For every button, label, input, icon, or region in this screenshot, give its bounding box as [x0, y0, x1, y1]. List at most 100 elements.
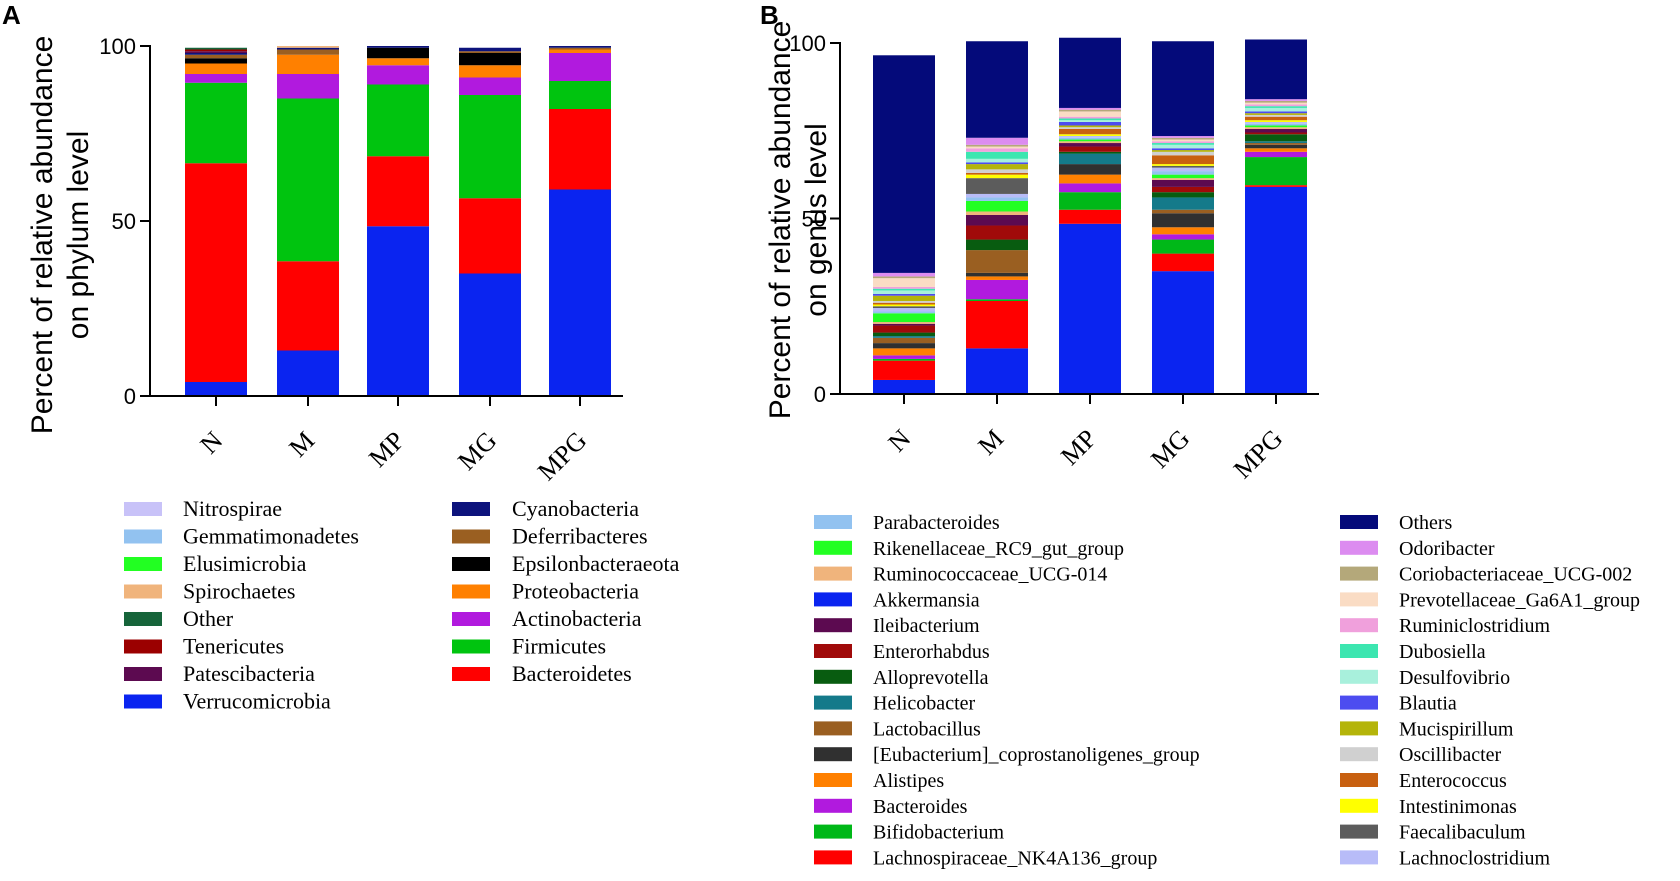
panel-b-legend-swatch	[814, 644, 852, 658]
panel-a-x-tick-label: M	[283, 426, 320, 463]
panel-a-bar-segment	[367, 156, 429, 227]
panel-a-bar-segment	[185, 63, 247, 74]
panel-b-bar-segment	[966, 178, 1028, 194]
panel-b-bar-segment	[1245, 39, 1307, 100]
panel-b-legend-swatch	[1340, 618, 1378, 633]
panel-b-x-tick-label: N	[882, 424, 916, 458]
panel-b-bar-segment	[1152, 150, 1214, 152]
panel-a-legend-label: Firmicutes	[512, 634, 606, 659]
panel-a-bar-segment	[185, 47, 247, 50]
panel-b-legend-swatch	[1340, 721, 1378, 736]
panel-a-bar-segment	[277, 46, 339, 48]
panel-a-bar-segment	[185, 49, 247, 52]
panel-b-x-tick-label: MG	[1145, 424, 1195, 474]
panel-b-bar-segment	[873, 308, 935, 312]
panel-a-legend-label: Other	[183, 606, 234, 631]
panel-a-y-tick-label: 50	[112, 209, 136, 234]
panel-b-bar-segment	[1059, 136, 1121, 138]
panel-b-bar-segment	[966, 144, 1028, 147]
panel-b-legend-label: Enterorhabdus	[873, 641, 990, 663]
panel-a-bar-segment	[185, 74, 247, 83]
panel-b-bar-segment	[1059, 128, 1121, 135]
panel-a-x-tick-label: MG	[452, 426, 502, 476]
panel-b-bar-segment	[1245, 107, 1307, 112]
panel-b-bar-segment	[873, 276, 935, 279]
panel-b-legend-swatch	[814, 850, 852, 865]
panel-b-legend-swatch	[814, 721, 852, 736]
panel-b-bar-segment	[1245, 121, 1307, 124]
panel-b-bar-segment	[966, 41, 1028, 138]
panel-b-bar-segment	[1152, 253, 1214, 272]
panel-b-bar-segment	[873, 55, 935, 273]
panel-b-bar-segment	[1152, 213, 1214, 228]
panel-b-legend-label: Mucispirillum	[1399, 718, 1514, 740]
panel-b-legend-swatch	[814, 798, 852, 813]
panel-b-x-tick-label: M	[972, 424, 1009, 461]
panel-b-bar-segment	[966, 272, 1028, 277]
panel-b-legend-label: Alistipes	[873, 770, 944, 792]
panel-a-legend-swatch	[124, 694, 162, 709]
panel-b-bar-segment	[1059, 164, 1121, 175]
panel-b-bar-segment	[966, 137, 1028, 145]
panel-b-bar-segment	[873, 336, 935, 338]
panel-b-legend-label: Desulfovibrio	[1399, 667, 1510, 689]
panel-b-bar-segment	[1059, 143, 1121, 147]
panel-a-legend-swatch	[452, 612, 490, 626]
panel-b-y-axis-label-line: on genus level	[800, 123, 833, 316]
panel-b-bar-segment	[1059, 127, 1121, 129]
panel-b-legend-swatch	[1340, 798, 1378, 813]
panel-b-legend-swatch	[814, 695, 852, 710]
panel-a-legend-swatch	[124, 502, 162, 516]
panel-b-bar-segment	[873, 295, 935, 301]
panel-b-bar-segment	[966, 348, 1028, 394]
panel-b-bar-segment	[1152, 155, 1214, 165]
panel-a-legend-swatch	[124, 639, 162, 654]
panel-b-bar-segment	[1152, 209, 1214, 214]
panel-b-chart: Percent of relative abundance on genus le…	[764, 21, 1640, 870]
panel-a-x-tick-label: N	[194, 426, 228, 460]
panel-a-legend-label: Bacteroidetes	[512, 661, 632, 686]
panel-b-bar-segment	[1152, 41, 1214, 137]
panel-a-legend-swatch	[452, 639, 490, 654]
panel-b-bar-segment	[873, 313, 935, 323]
panel-a-bar-segment	[459, 77, 521, 95]
panel-b-bar-segment	[1152, 178, 1214, 180]
panel-b-y-tick-label: 50	[802, 207, 826, 232]
panel-b-bar-segment	[1245, 148, 1307, 152]
panel-b-legend-label: Intestinimonas	[1399, 796, 1517, 818]
panel-b-bar-segment	[1245, 141, 1307, 144]
panel-b-legend-label: Rikenellaceae_RC9_gut_group	[873, 538, 1124, 560]
panel-b-bar-segment	[1059, 223, 1121, 394]
panel-b-bar-segment	[1245, 102, 1307, 105]
panel-b-bar-segment	[1152, 197, 1214, 210]
panel-b-bar-segment	[873, 322, 935, 324]
panel-a-bar-segment	[459, 198, 521, 274]
panel-b-bar-segment	[1059, 121, 1121, 126]
panel-a-legend-swatch	[124, 667, 162, 681]
panel-b-legend-label: [Eubacterium]_coprostanoligenes_group	[873, 744, 1200, 766]
panel-b-bar-segment	[1152, 164, 1214, 166]
panel-b-bar-segment	[966, 164, 1028, 170]
panel-b-bar-segment	[1152, 171, 1214, 175]
panel-b-bar-segment	[873, 304, 935, 307]
panel-a-legend-swatch	[124, 612, 162, 626]
panel-b-bar-segment	[966, 299, 1028, 301]
panel-b-bar-segment	[873, 286, 935, 289]
panel-a-bar-segment	[549, 46, 611, 48]
panel-a-bar-segment	[185, 58, 247, 64]
panel-a-legend-label: Epsilonbacteraeota	[512, 551, 680, 576]
panel-b-bar-segment	[873, 278, 935, 287]
panel-b-bar-segment	[1059, 37, 1121, 108]
panel-a-bar-segment	[459, 47, 521, 52]
panel-b-legend-swatch	[1340, 540, 1378, 555]
panel-b-legend-label: Blautia	[1399, 693, 1457, 715]
panel-b-bar-segment	[1152, 174, 1214, 179]
panel-b-bar-segment	[966, 151, 1028, 159]
panel-b-bar-segment	[1059, 111, 1121, 117]
panel-b-legend-label: Others	[1399, 512, 1453, 534]
panel-b-bar-segment	[1245, 106, 1307, 108]
panel-b-bar-segment	[873, 290, 935, 294]
panel-b-bar-segment	[1245, 113, 1307, 115]
panel-a-y-axis-label-line: Percent of relative abundance	[26, 36, 59, 435]
